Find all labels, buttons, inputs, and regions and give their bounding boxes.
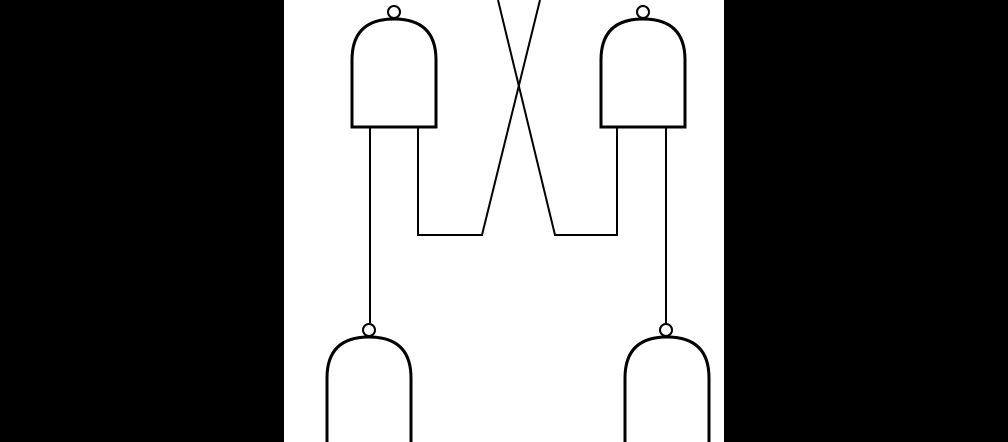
nand-bubble-bottom-right <box>659 323 673 337</box>
nand-gate-bottom-left <box>325 323 413 442</box>
nand-gate-top-right <box>599 5 687 129</box>
nand-body-bottom-right <box>623 335 711 442</box>
nand-bubble-top-right <box>636 5 650 19</box>
nand-gate-top-left <box>350 5 438 129</box>
nand-body-top-left <box>350 17 438 129</box>
wire-cross-left <box>417 0 541 236</box>
nand-body-top-right <box>599 17 687 129</box>
nand-bubble-top-left <box>387 5 401 19</box>
nand-body-bottom-left <box>325 335 413 442</box>
nand-bubble-bottom-left <box>362 323 376 337</box>
wire-cross-right <box>497 0 618 236</box>
nand-gate-bottom-right <box>623 323 711 442</box>
